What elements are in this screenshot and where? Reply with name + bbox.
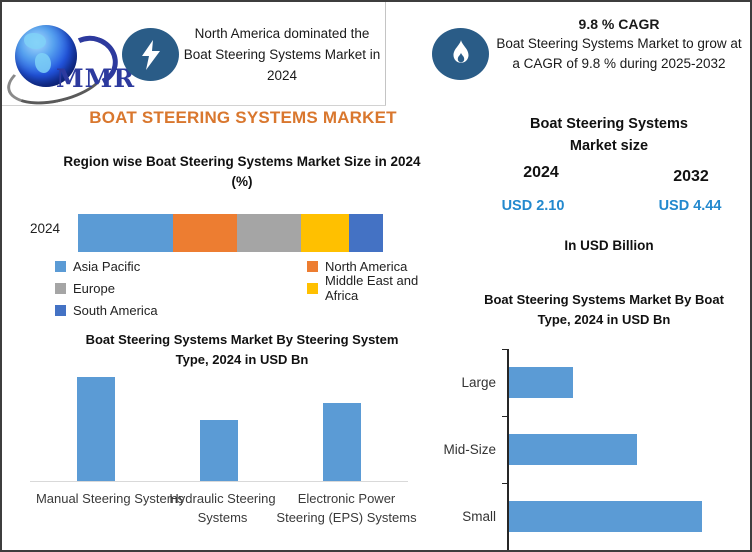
column-axis-label: Hydraulic Steering Systems: [169, 491, 276, 525]
legend-item: South America: [55, 300, 307, 320]
lightning-bolt-icon: [122, 28, 179, 81]
legend-swatch: [307, 282, 318, 294]
axis-tick: [502, 416, 507, 417]
lightning-bolt-glyph: [141, 39, 160, 70]
globe-landmass: [24, 33, 46, 49]
flame-icon: [432, 28, 489, 80]
legend-label: North America: [325, 258, 408, 274]
hbar-large: [509, 367, 574, 398]
region-chart-title: Region wise Boat Steering Systems Market…: [63, 154, 421, 190]
column-bar-2: [323, 403, 361, 481]
hbar-row: [509, 349, 729, 416]
stacked-segment-asia-pacific: [78, 214, 173, 252]
unit-note: In USD Billion: [564, 238, 654, 253]
hbar-category-label: Mid-Size: [443, 442, 496, 457]
steering-type-chart-title: Boat Steering Systems Market By Steering…: [85, 332, 399, 367]
globe-landmass: [35, 53, 51, 73]
axis-tick: [502, 483, 507, 484]
legend-item: Europe: [55, 278, 307, 298]
hbar-row: [509, 483, 729, 550]
column-bar-0: [77, 376, 115, 481]
region-stacked-bar: [78, 214, 383, 252]
column-axis-label: Manual Steering Systems: [35, 491, 185, 506]
globe-icon: [15, 25, 77, 87]
legend-item: North America: [307, 256, 437, 276]
column-axis-label: Electronic Power Steering (EPS) Systems: [276, 491, 417, 525]
hbar-row: [509, 416, 729, 483]
stacked-bar-category-label: 2024: [29, 221, 61, 236]
hbar-category-label: Large: [461, 375, 496, 390]
boat-type-chart-title: Boat Steering Systems Market By Boat Typ…: [484, 292, 724, 327]
axis-tick: [502, 550, 507, 551]
header-cell-divider-horizontal: [2, 105, 386, 106]
stacked-segment-middle-east-and-africa: [300, 214, 350, 252]
boat-type-axis-line: [507, 349, 509, 550]
column-bar-1: [200, 419, 238, 481]
stacked-segment-south-america: [349, 214, 383, 252]
legend-swatch: [55, 282, 66, 294]
boat-type-axis-labels: Large Mid-Size Small: [416, 349, 496, 550]
flame-glyph: [453, 40, 468, 63]
legend-swatch: [55, 304, 66, 316]
hbar-small: [509, 501, 702, 532]
stacked-segment-north-america: [172, 214, 237, 252]
logo-wordmark: MMR: [56, 64, 136, 93]
hbar-category-label: Small: [462, 509, 496, 524]
axis-tick: [502, 349, 507, 350]
legend-swatch: [55, 260, 66, 272]
market-size-value-2032: USD 4.44: [658, 198, 722, 214]
page-title: BOAT STEERING SYSTEMS MARKET: [89, 108, 397, 127]
market-size-year-2032: 2032: [673, 168, 709, 185]
header-cell-divider-vertical: [385, 2, 386, 106]
dominant-region-note: North America dominated the Boat Steerin…: [183, 26, 381, 83]
legend-item: Middle East and Africa: [307, 273, 437, 303]
market-size-year-2024: 2024: [523, 164, 559, 181]
legend-label: Europe: [73, 280, 115, 296]
legend-item: Asia Pacific: [55, 256, 307, 276]
mmr-logo: MMR: [2, 20, 134, 114]
legend-swatch: [307, 260, 318, 272]
steering-type-column-chart: [30, 342, 408, 482]
cagr-note: Boat Steering Systems Market to grow at …: [496, 36, 742, 72]
boat-type-bar-chart: [509, 349, 729, 550]
market-size-value-2024: USD 2.10: [501, 198, 565, 214]
legend-label: Asia Pacific: [73, 258, 141, 274]
cagr-block: 9.8 % CAGR Boat Steering Systems Market …: [492, 16, 746, 75]
region-chart-legend: Asia Pacific North America Europe Middle Ea…: [55, 256, 437, 320]
market-size-title: Boat Steering Systems Market size: [530, 116, 688, 154]
stacked-segment-europe: [236, 214, 301, 252]
legend-label: South America: [73, 302, 158, 318]
cagr-title: 9.8 % CAGR: [578, 16, 660, 32]
legend-label: Middle East and Africa: [325, 273, 419, 303]
hbar-mid-size: [509, 434, 638, 465]
